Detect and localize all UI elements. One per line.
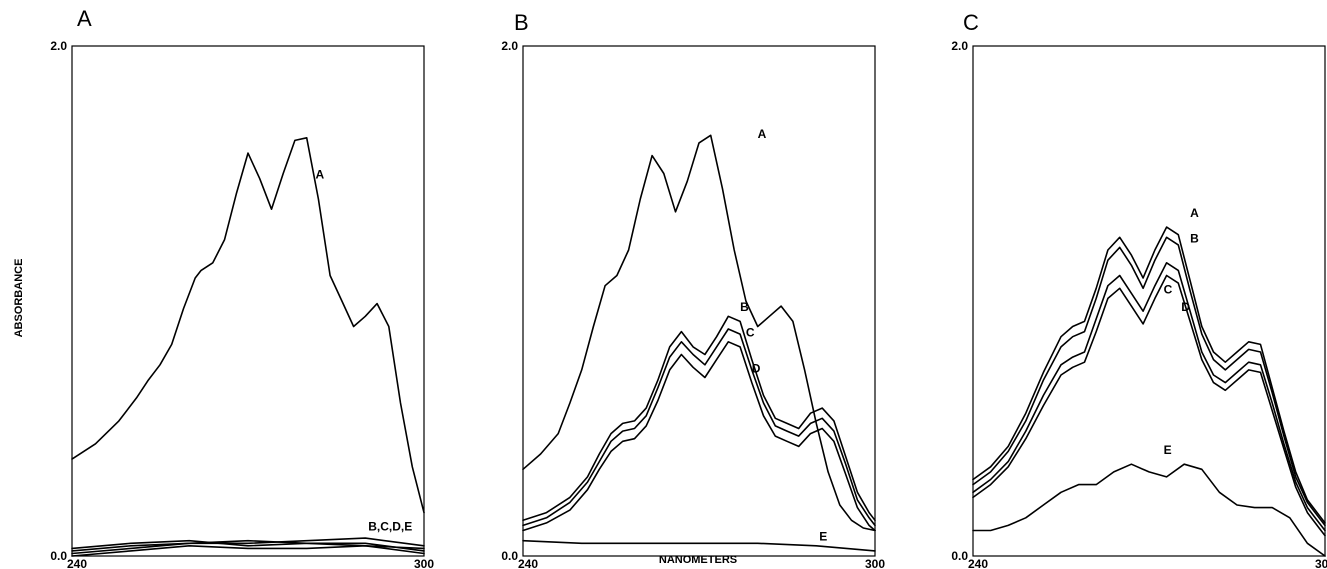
panel-b-series-b (522, 315, 876, 522)
panel-b-series-d (522, 340, 876, 532)
panel-c-curve-label-3: D (1181, 300, 1190, 314)
panel-c-ytick-1: 2.0 (951, 39, 968, 53)
panel-a-curve-label-1: B,C,D,E (368, 520, 412, 534)
panel-b-series-e (522, 539, 876, 552)
panel-b-letter: B (514, 10, 529, 35)
panel-c-curve-label-4: E (1164, 443, 1172, 457)
panel-b-series-c (522, 328, 876, 527)
panel-c-curve-label-2: C (1164, 282, 1173, 296)
panel-a-xtick-1: 300 (414, 557, 434, 569)
panel-a-series-b (71, 537, 425, 552)
panel-a-series-e (71, 544, 425, 557)
panel-b-ytick-0: 0.0 (501, 549, 518, 563)
panel-a-ytick-0: 0.0 (50, 549, 67, 563)
panel-b-curve-label-2: C (746, 326, 755, 340)
panel-c-curve-label-1: B (1190, 231, 1199, 245)
panel-b-ytick-1: 2.0 (501, 39, 518, 53)
panel-b-curve-label-1: B (740, 300, 749, 314)
x-axis-title: NANOMETERS (659, 554, 737, 566)
panel-b-curve-label-0: A (758, 127, 767, 141)
panel-c-xtick-0: 240 (968, 557, 988, 569)
panel-a-series-a (71, 137, 425, 514)
panel-c-series-e (972, 463, 1326, 557)
panel-c-series-d (972, 274, 1326, 537)
y-axis-title: ABSORBANCE (13, 259, 25, 338)
panel-c-xtick-1: 300 (1315, 557, 1327, 569)
panel-c-curve-label-0: A (1190, 206, 1199, 220)
panel-c-ytick-0: 0.0 (951, 549, 968, 563)
panel-c-series-a (972, 226, 1326, 524)
panel-b-series-a (522, 134, 876, 532)
panel-a-frame (71, 45, 425, 557)
panel-c-series-c (972, 261, 1326, 532)
panel-a-letter: A (77, 6, 92, 31)
panel-a-ytick-1: 2.0 (50, 39, 67, 53)
panel-b-xtick-0: 240 (518, 557, 538, 569)
panel-c-series-b (972, 236, 1326, 527)
panel-a-series-d (71, 539, 425, 552)
panel-a-xtick-0: 240 (67, 557, 87, 569)
panel-b-frame (522, 45, 876, 557)
panel-c-letter: C (963, 10, 979, 35)
panel-b-curve-label-4: E (819, 530, 827, 544)
panel-b-curve-label-3: D (752, 361, 761, 375)
panel-b-xtick-1: 300 (865, 557, 885, 569)
panel-a-curve-label-0: A (315, 168, 324, 182)
panel-c-frame (972, 45, 1326, 557)
